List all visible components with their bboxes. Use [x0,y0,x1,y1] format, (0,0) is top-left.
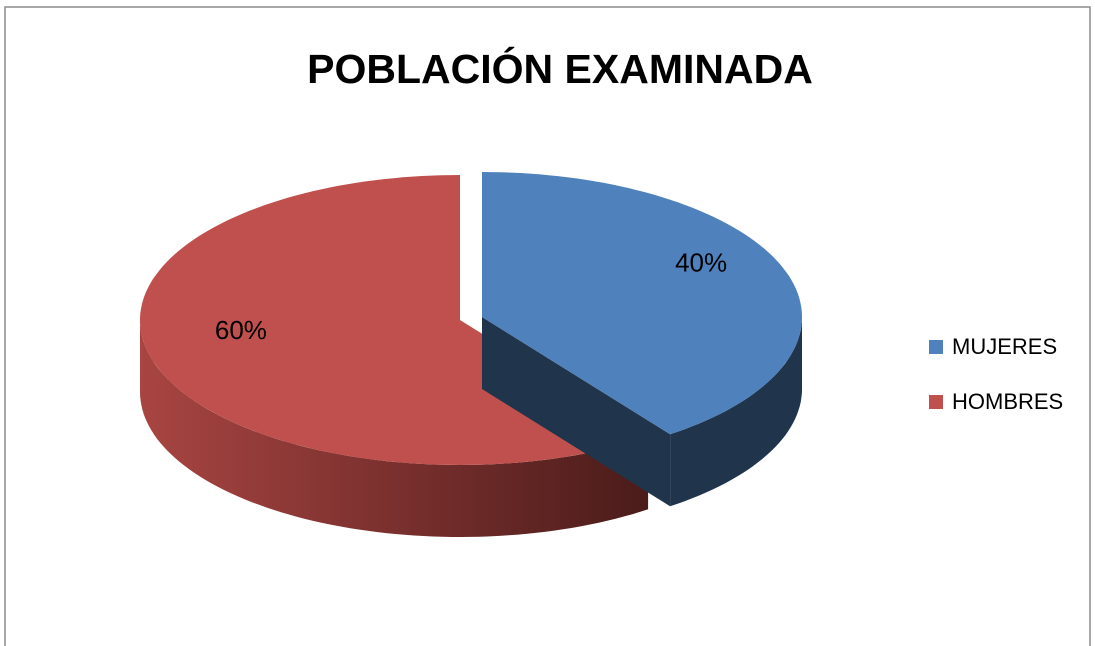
legend: MUJERES HOMBRES [929,334,1063,414]
data-label: 40% [675,248,727,278]
slice-wall [482,317,671,507]
data-label: 60% [215,315,267,345]
slice-top [482,172,802,435]
slice-side [140,320,649,537]
legend-swatch [929,395,943,409]
legend-swatch [929,340,943,354]
slice-side [670,317,802,507]
chart-border [4,6,1091,646]
legend-label: MUJERES [952,334,1057,359]
chart-title: POBLACIÓN EXAMINADA [307,46,813,92]
pie: 60% 40% [140,172,802,537]
legend-label: HOMBRES [952,389,1063,414]
pie-slice [482,172,802,507]
